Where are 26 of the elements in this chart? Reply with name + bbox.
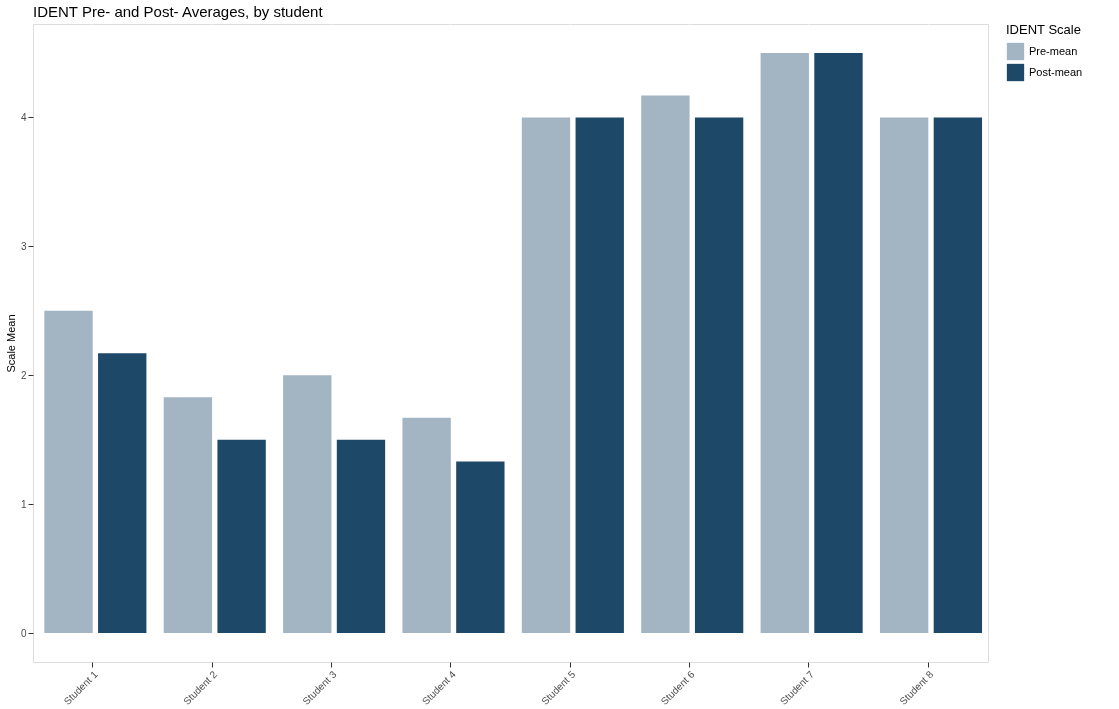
bar (521, 117, 571, 633)
legend-label: Post-mean (1029, 65, 1083, 78)
chart-title: IDENT Pre- and Post- Averages, by student (33, 3, 324, 20)
bar (98, 353, 147, 633)
legend-title: IDENT Scale (1006, 22, 1081, 37)
y-tick-label: 0 (20, 627, 27, 639)
y-tick-label: 1 (20, 498, 27, 510)
bar (217, 439, 266, 633)
bar (760, 53, 809, 633)
bar (456, 461, 505, 633)
bar (879, 117, 929, 633)
bar (814, 53, 863, 633)
bar (283, 375, 332, 633)
bar (44, 310, 93, 633)
bar (336, 439, 386, 633)
bar (575, 117, 624, 633)
y-tick-label: 4 (20, 111, 27, 123)
bar (694, 117, 744, 633)
bar (402, 417, 451, 633)
legend-label: Pre-mean (1029, 44, 1078, 57)
bar (641, 95, 690, 633)
y-tick-label: 2 (20, 369, 27, 381)
bar (933, 117, 983, 633)
bar (163, 397, 213, 633)
y-tick-label: 3 (20, 240, 27, 252)
y-axis-title: Scale Mean (4, 314, 17, 373)
